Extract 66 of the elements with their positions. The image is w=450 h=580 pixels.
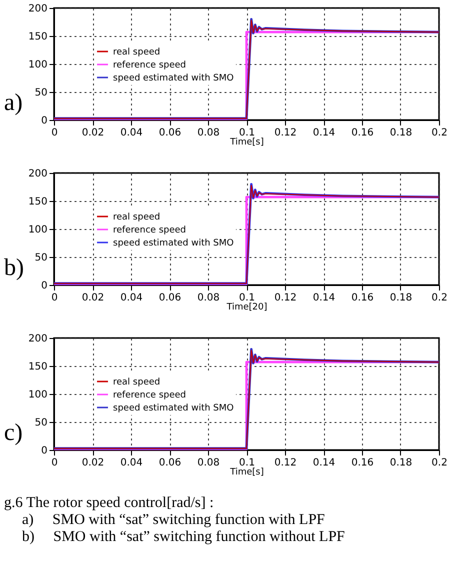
x-tick-label: 0.08 [197,128,220,138]
legend-label: reference speed [113,226,186,236]
x-tick-label: 0.18 [390,292,412,304]
x-tick-label: 0 [51,128,58,138]
x-tick-label: 0.14 [312,292,336,304]
x-tick-label: 0.14 [312,458,336,468]
x-tick-label: 0.04 [120,458,143,468]
legend-label: real speed [113,378,160,388]
text: a) SMO with “sat” switching function with LPF [22,512,326,529]
y-tick-label: 200 [28,168,48,180]
x-tick-label: 0.1 [239,458,255,468]
y-tick-label: 150 [28,196,48,208]
x-axis-title: Time[s] [229,138,264,148]
legend-label: speed estimated with SMO [113,74,234,84]
x-tick-label: 0.16 [351,128,374,138]
y-tick-label: 0 [41,116,48,126]
x-tick-label: 0.06 [158,292,182,304]
text: b) SMO with “sat” switching function without LPF [22,529,346,546]
x-tick-label: 0.08 [197,292,220,304]
x-tick-label: 0.1 [239,292,255,304]
y-tick-label: 50 [34,418,48,428]
text: c) [4,420,23,447]
x-tick-label: 0.2 [432,292,448,304]
x-tick-label: 0.02 [82,292,104,304]
x-tick-label: 0.1 [239,128,255,138]
x-tick-label: 0.2 [432,458,448,468]
x-axis-title: Time[20] [226,302,268,312]
y-tick-label: 100 [28,224,48,236]
x-tick-label: 0.04 [120,292,143,304]
y-tick-label: 0 [41,280,48,292]
x-tick-label: 0.08 [197,458,220,468]
y-tick-label: 50 [34,88,48,98]
x-tick-label: 0.06 [158,128,182,138]
legend-label: real speed [113,48,160,58]
x-tick-label: 0 [51,292,58,304]
legend-label: real speed [113,212,160,222]
y-tick-label: 100 [28,60,48,70]
legend-label: reference speed [113,60,186,70]
x-tick-label: 0.04 [120,128,143,138]
x-axis-title: Time[s] [229,468,264,478]
legend-label: reference speed [113,390,186,400]
y-tick-label: 50 [34,252,48,264]
x-tick-label: 0.12 [274,128,297,138]
x-tick-label: 0.14 [312,128,336,138]
legend-label: speed estimated with SMO [113,238,234,248]
legend-label: speed estimated with SMO [113,404,234,414]
text: b) [4,255,24,282]
y-tick-label: 150 [28,32,48,42]
x-tick-label: 0.12 [274,292,297,304]
x-tick-label: 0.18 [390,128,412,138]
text: g.6 The rotor speed control[rad/s] : [4,495,215,512]
x-tick-label: 0.16 [351,458,374,468]
x-tick-label: 0.02 [82,128,104,138]
x-tick-label: 0 [51,458,58,468]
y-tick-label: 200 [28,334,48,344]
x-tick-label: 0.06 [158,458,182,468]
x-tick-label: 0.18 [390,458,412,468]
y-tick-label: 150 [28,362,48,372]
x-tick-label: 0.02 [82,458,104,468]
x-tick-label: 0.16 [351,292,374,304]
x-tick-label: 0.12 [274,458,297,468]
text: a) [4,90,23,117]
y-tick-label: 0 [41,446,48,456]
y-tick-label: 200 [28,4,48,14]
y-tick-label: 100 [28,390,48,400]
x-tick-label: 0.2 [432,128,448,138]
